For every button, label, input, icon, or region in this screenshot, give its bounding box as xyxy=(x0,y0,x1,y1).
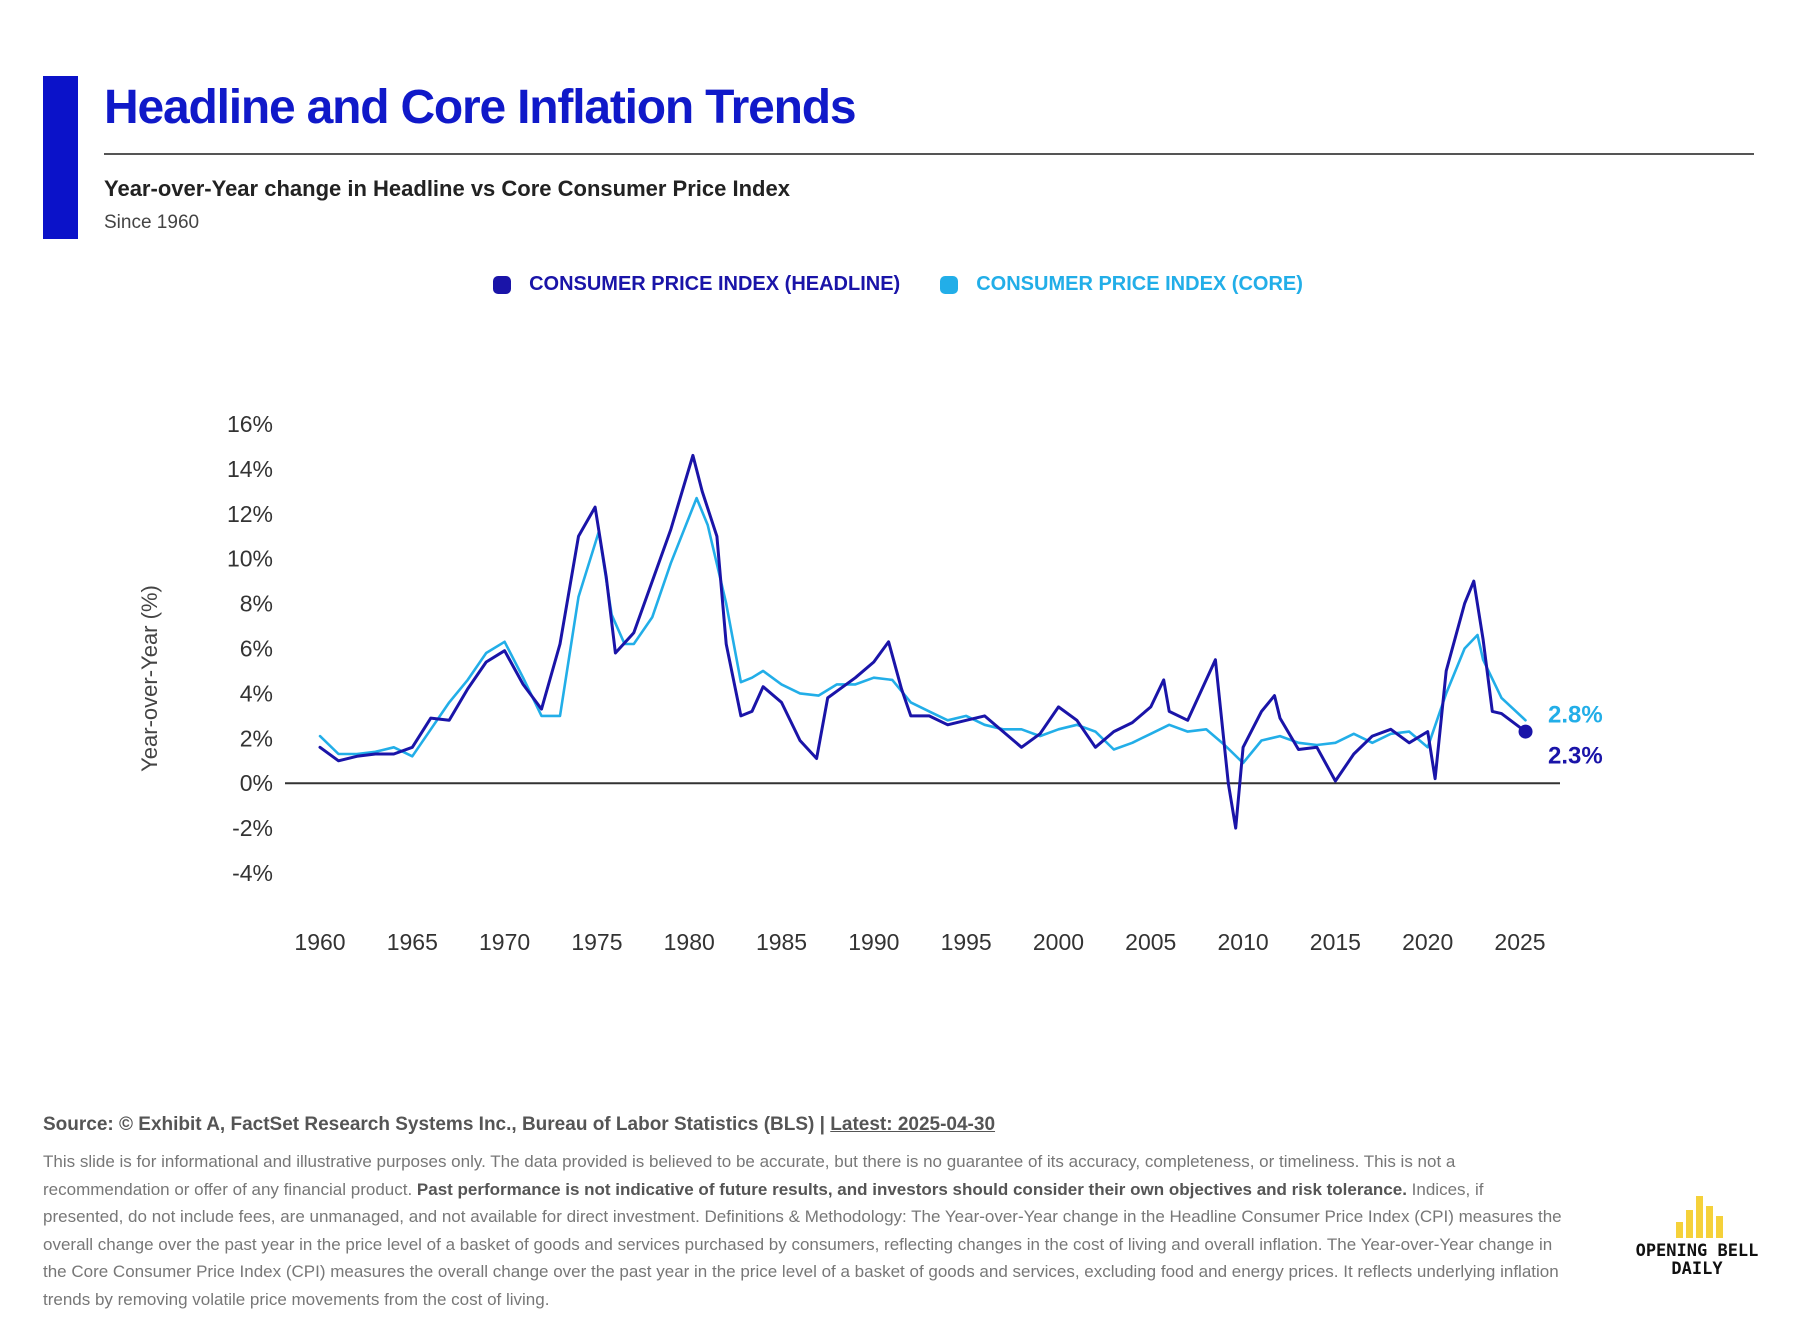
page-title: Headline and Core Inflation Trends xyxy=(104,81,857,134)
logo-text-line-2: DAILY xyxy=(1671,1259,1723,1279)
x-tick-label: 1980 xyxy=(664,929,715,955)
legend-label-core: CONSUMER PRICE INDEX (CORE) xyxy=(976,273,1303,295)
headline-last-point xyxy=(1518,724,1533,739)
x-tick-label: 1965 xyxy=(387,929,438,955)
opening-bell-daily-logo: OPENING BELL DAILY xyxy=(1612,1188,1782,1280)
series-line-headline xyxy=(318,453,1527,830)
x-tick-label: 2025 xyxy=(1494,929,1545,955)
y-tick-label: 10% xyxy=(227,546,273,572)
title-accent-bar xyxy=(43,76,78,239)
source-note: Source: © Exhibit A, FactSet Research Sy… xyxy=(43,1114,1563,1136)
x-tick-label: 1975 xyxy=(571,929,622,955)
legend-item-core: CONSUMER PRICE INDEX (CORE) xyxy=(940,273,1303,296)
disclaimer: This slide is for informational and illu… xyxy=(43,1148,1563,1313)
headline-last-value-label: 2.3% xyxy=(1548,743,1603,770)
title-divider xyxy=(104,153,1754,155)
x-tick-label: 2015 xyxy=(1310,929,1361,955)
logo-text-line-1: OPENING BELL xyxy=(1635,1241,1759,1261)
y-tick-label: 14% xyxy=(227,456,273,482)
y-tick-label: -2% xyxy=(232,815,273,841)
x-tick-label: 2000 xyxy=(1033,929,1084,955)
x-tick-label: 1960 xyxy=(294,929,345,955)
series-line-core xyxy=(318,496,1527,765)
footer: Source: © Exhibit A, FactSet Research Sy… xyxy=(43,1114,1563,1313)
y-tick-label: 4% xyxy=(240,680,273,706)
x-tick-label: 1995 xyxy=(941,929,992,955)
y-tick-label: 16% xyxy=(227,411,273,437)
x-tick-label: 1970 xyxy=(479,929,530,955)
x-tick-label: 2010 xyxy=(1217,929,1268,955)
x-tick-label: 1990 xyxy=(848,929,899,955)
chart-legend: CONSUMER PRICE INDEX (HEADLINE) CONSUMER… xyxy=(0,273,1796,296)
y-tick-label: 12% xyxy=(227,501,273,527)
x-tick-label: 1985 xyxy=(756,929,807,955)
disclaimer-part-1: This slide is for informational and illu… xyxy=(43,1152,1456,1199)
legend-swatch-core xyxy=(940,275,959,294)
y-axis-title: Year-over-Year (%) xyxy=(137,585,162,772)
inflation-line-chart: -4% -2% 0% 2% 4% 6% 8% 10% 12% 14% 16% 1960 1965 1970… xyxy=(137,411,1603,955)
core-last-value-label: 2.8% xyxy=(1548,701,1603,728)
disclaimer-part-2: Indices, if presented, do not include fe… xyxy=(43,1179,1562,1309)
y-tick-label: 6% xyxy=(240,636,273,662)
bar-chart-logo-icon xyxy=(1676,1196,1723,1238)
chart-since-note: Since 1960 xyxy=(104,212,200,233)
chart-subtitle: Year-over-Year change in Headline vs Cor… xyxy=(104,176,790,201)
y-tick-label: 0% xyxy=(240,770,273,796)
y-tick-label: 8% xyxy=(240,591,273,617)
legend-swatch-headline xyxy=(493,275,512,294)
latest-date-link[interactable]: Latest: 2025-04-30 xyxy=(830,1114,996,1135)
legend-item-headline: CONSUMER PRICE INDEX (HEADLINE) xyxy=(493,273,900,296)
legend-label-headline: CONSUMER PRICE INDEX (HEADLINE) xyxy=(529,273,901,295)
source-text: Source: © Exhibit A, FactSet Research Sy… xyxy=(43,1114,831,1135)
y-tick-label: -4% xyxy=(232,860,273,886)
disclaimer-bold: Past performance is not indicative of fu… xyxy=(416,1179,1407,1199)
x-tick-label: 2005 xyxy=(1125,929,1176,955)
x-tick-label: 2020 xyxy=(1402,929,1453,955)
y-tick-label: 2% xyxy=(240,725,273,751)
